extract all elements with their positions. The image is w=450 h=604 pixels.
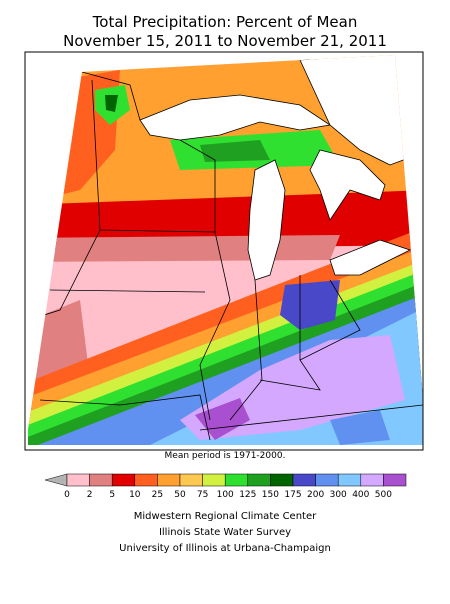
legend-label: 500 bbox=[375, 490, 392, 500]
precip-map bbox=[28, 55, 423, 445]
credit: University of Illinois at Urbana-Champai… bbox=[119, 543, 331, 554]
legend-swatch bbox=[247, 473, 271, 487]
legend-label: 50 bbox=[174, 490, 186, 500]
legend-swatch bbox=[66, 473, 90, 487]
map-frame bbox=[24, 51, 424, 451]
color-legend: 0 2 5 10 25 50 75 100 125 150 175 200 300 400 500 bbox=[44, 473, 407, 500]
below-range-arrow bbox=[44, 473, 68, 487]
title-line: Total Precipitation: Percent of Mean bbox=[92, 13, 358, 31]
legend-label: 400 bbox=[352, 490, 369, 500]
legend-label: 5 bbox=[109, 490, 115, 500]
legend-label: 0 bbox=[64, 490, 70, 500]
legend-label: 25 bbox=[152, 490, 163, 500]
legend-swatch bbox=[292, 473, 316, 487]
legend-label: 150 bbox=[262, 490, 279, 500]
legend-swatch bbox=[337, 473, 362, 487]
legend-swatch bbox=[270, 473, 294, 487]
legend-label: 100 bbox=[217, 490, 234, 500]
legend-label: 125 bbox=[239, 490, 256, 500]
legend-swatch bbox=[383, 473, 407, 487]
legend-label: 10 bbox=[129, 490, 141, 500]
legend-swatch bbox=[179, 473, 203, 487]
legend-swatch bbox=[202, 473, 226, 487]
credit: Midwestern Regional Climate Center bbox=[134, 511, 317, 522]
legend-swatch bbox=[157, 473, 181, 487]
legend-swatch bbox=[111, 473, 136, 487]
legend-label: 75 bbox=[197, 490, 208, 500]
legend-label: 2 bbox=[87, 490, 93, 500]
map-note: Mean period is 1971-2000. bbox=[165, 451, 286, 461]
legend-label: 175 bbox=[284, 490, 301, 500]
legend-swatch bbox=[224, 473, 249, 487]
legend-swatch bbox=[134, 473, 158, 487]
legend-label: 200 bbox=[307, 490, 324, 500]
credit: Illinois State Water Survey bbox=[159, 527, 291, 538]
legend-label: 300 bbox=[330, 490, 347, 500]
title-line: November 15, 2011 to November 21, 2011 bbox=[63, 32, 387, 50]
legend-swatch bbox=[89, 473, 113, 487]
legend-swatch bbox=[360, 473, 384, 487]
legend-swatch bbox=[315, 473, 339, 487]
